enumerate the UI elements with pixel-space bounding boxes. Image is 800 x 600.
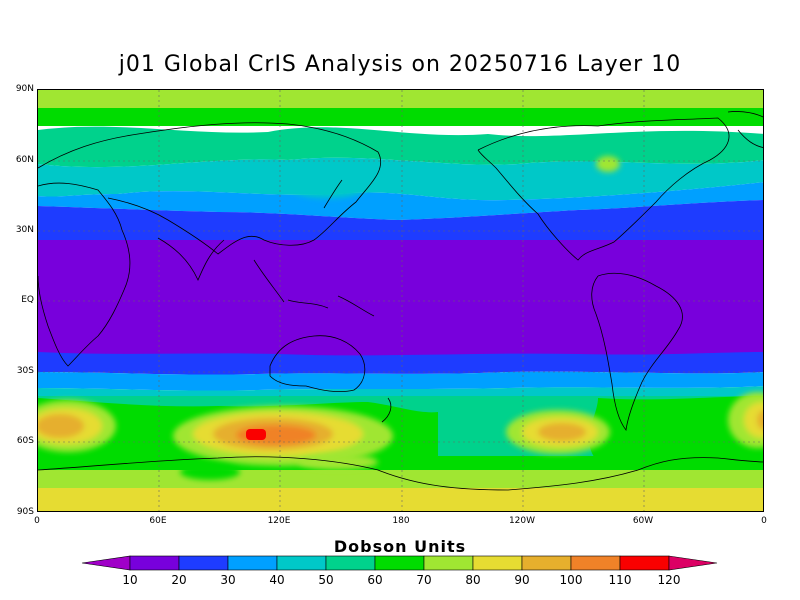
band-30s <box>38 371 763 391</box>
map-title: j01 Global CrIS Analysis on 20250716 Lay… <box>118 52 682 77</box>
colorbar-arrow-high <box>668 555 718 571</box>
band-30n <box>38 200 763 248</box>
colorbar-title: Dobson Units <box>333 537 467 556</box>
blob-north-pacific <box>288 156 620 198</box>
band-50n <box>38 157 763 201</box>
blob-south-atlantic <box>38 400 116 452</box>
colorbar-tick-label: 30 <box>220 573 236 587</box>
band-20s <box>38 352 763 375</box>
lon-label-60e: 60E <box>149 516 167 526</box>
colorbar-tick-label: 20 <box>171 573 187 587</box>
colorbar-tick-label: 10 <box>122 573 138 587</box>
lon-label-0-left: 0 <box>34 516 40 526</box>
colorbar-segment <box>521 555 572 571</box>
blob-south-indian <box>173 406 393 466</box>
coast-antarctica <box>38 456 763 491</box>
band-antarctic-90 <box>38 488 763 511</box>
colorbar-arrow-low <box>81 555 131 571</box>
colorbar-tick-label: 70 <box>416 573 432 587</box>
colorbar-tick-label: 90 <box>514 573 530 587</box>
band-60n-high <box>38 108 763 126</box>
colorbar-segment <box>472 555 523 571</box>
lon-label-120e: 120E <box>267 516 291 526</box>
ozone-field-svg <box>38 90 763 511</box>
lon-label-60w: 60W <box>632 516 654 526</box>
coast-nz <box>381 397 392 423</box>
colorbar-tick-label: 110 <box>608 573 632 587</box>
band-60n <box>38 126 763 168</box>
coast-south-america <box>591 272 683 431</box>
band-30n-edge <box>38 241 763 258</box>
lat-label-60s: 60S <box>16 436 34 446</box>
colorbar-segment <box>423 555 474 571</box>
lat-label-30n: 30N <box>15 225 34 235</box>
colorbar-tick-label: 120 <box>657 573 681 587</box>
lon-label-180: 180 <box>392 516 410 526</box>
coast-australia <box>269 335 366 393</box>
colorbar-tick-label: 80 <box>465 573 481 587</box>
colorbar-segment <box>619 555 670 571</box>
coastlines <box>38 111 763 491</box>
band-south-60-east <box>589 396 763 462</box>
colorbar-segment <box>325 555 376 571</box>
lat-label-eq: EQ <box>21 295 34 305</box>
colorbar-tick-label: 40 <box>269 573 285 587</box>
colorbar-segment <box>129 555 180 571</box>
colorbar-tick-label: 60 <box>367 573 383 587</box>
colorbar <box>81 555 718 571</box>
colorbar-segment <box>276 555 327 571</box>
lon-label-0-right: 0 <box>761 516 767 526</box>
band-polar-north <box>38 90 763 110</box>
band-tropics <box>38 240 763 358</box>
blob-south-pacific-east <box>506 410 610 454</box>
colorbar-segment <box>178 555 229 571</box>
lat-label-30s: 30S <box>16 366 34 376</box>
colorbar-segment <box>374 555 425 571</box>
coast-india <box>157 237 225 281</box>
band-antarctic-80 <box>38 470 763 490</box>
grid <box>38 90 763 511</box>
lat-label-60n: 60N <box>15 155 34 165</box>
coast-north-america <box>477 117 730 261</box>
coast-eurasia <box>38 122 382 255</box>
colorbar-tick-label: 100 <box>559 573 583 587</box>
colorbar-segment <box>570 555 621 571</box>
coast-greenland <box>727 111 763 148</box>
max-spot <box>246 429 266 440</box>
coast-japan <box>323 179 343 209</box>
lat-label-90n: 90N <box>15 84 34 94</box>
coast-sea <box>253 259 375 317</box>
lat-label-90s: 90S <box>16 507 34 517</box>
colorbar-segment <box>227 555 278 571</box>
coast-africa <box>38 182 131 367</box>
band-40n <box>38 182 763 220</box>
ozone-map <box>37 89 764 512</box>
blob-southeast-edge <box>728 392 763 448</box>
lon-label-120w: 120W <box>508 516 536 526</box>
colorbar-tick-label: 50 <box>318 573 334 587</box>
